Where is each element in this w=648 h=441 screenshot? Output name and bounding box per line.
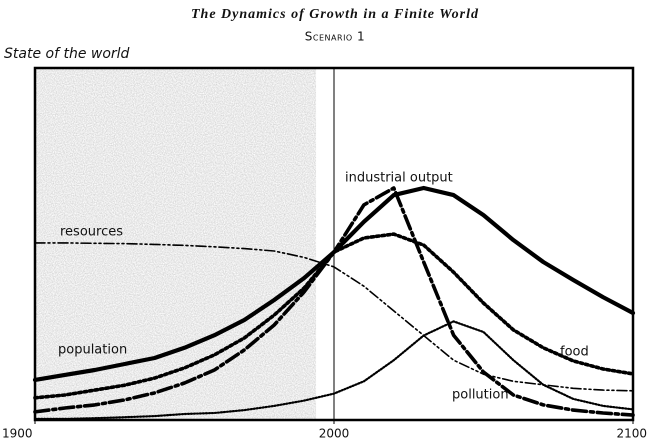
shaded-region (35, 68, 317, 420)
series-line (34, 242, 634, 392)
series-line (33, 320, 635, 420)
series-label: food (560, 345, 589, 360)
series-line (33, 232, 635, 400)
x-tick-label: 2000 (319, 427, 350, 441)
chart-subtitle: Scenario 1 (305, 30, 365, 44)
x-tick-label: 2100 (616, 427, 647, 441)
y-axis-label: State of the world (4, 46, 130, 62)
series-label: pollution (452, 388, 509, 403)
lines-group (32, 185, 636, 420)
shaded-region-group (35, 68, 335, 420)
chart-title: The Dynamics of Growth in a Finite World (191, 7, 479, 22)
series-label: resources (60, 225, 123, 240)
x-tick-label: 1900 (2, 427, 33, 441)
series-label: population (58, 343, 127, 358)
series-label: industrial output (345, 171, 453, 186)
